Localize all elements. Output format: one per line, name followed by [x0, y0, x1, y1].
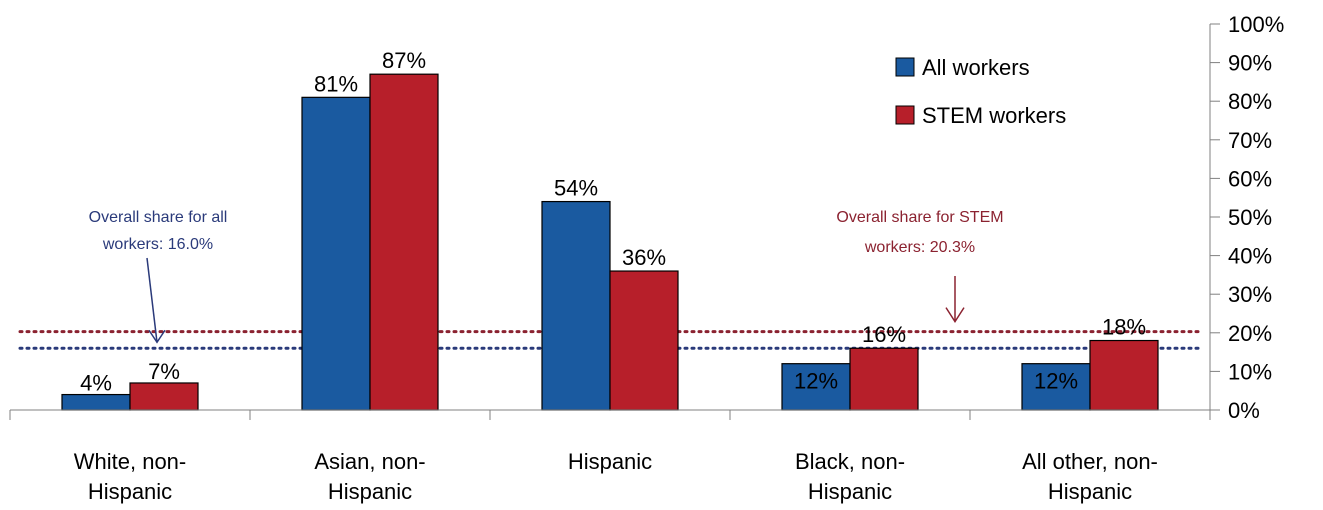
x-axis: White, non- Hispanic Asian, non- Hispanic Hi… — [9, 409, 1211, 504]
bar — [129, 382, 199, 411]
data-label: 4% — [80, 371, 112, 396]
data-label: 81% — [314, 71, 358, 96]
data-label: 54% — [554, 176, 598, 201]
category-label: White, non- — [74, 449, 187, 474]
y-tick-label: 90% — [1228, 51, 1272, 76]
category-label: Hispanic — [88, 479, 172, 504]
category-label: Hispanic — [1048, 479, 1132, 504]
legend-swatch — [895, 57, 915, 77]
bar — [369, 73, 439, 411]
y-tick-label: 10% — [1228, 359, 1272, 384]
y-tick-label: 70% — [1228, 128, 1272, 153]
annotation-arrow — [146, 257, 158, 343]
annotation-arrowhead — [945, 307, 965, 324]
y-axis: 0% 10% 20% 30% 40% 50% 60% 70% 80% 90% 100% — [1209, 12, 1284, 423]
category-label: Hispanic — [568, 449, 652, 474]
bar — [301, 96, 371, 411]
data-label: 7% — [148, 359, 180, 384]
category-label: Hispanic — [328, 479, 412, 504]
y-tick-label: 30% — [1228, 282, 1272, 307]
y-tick-label: 0% — [1228, 398, 1260, 423]
data-label: 18% — [1102, 315, 1146, 340]
y-tick-label: 50% — [1228, 205, 1272, 230]
category-label: Black, non- — [795, 449, 905, 474]
bar — [1021, 363, 1091, 411]
data-label: 12% — [794, 369, 838, 394]
category-label: Hispanic — [808, 479, 892, 504]
data-label: 12% — [1034, 369, 1078, 394]
y-tick-label: 20% — [1228, 321, 1272, 346]
category-label: All other, non- — [1022, 449, 1158, 474]
bar — [609, 270, 679, 411]
bar — [541, 200, 611, 411]
bar — [849, 347, 919, 411]
legend-label: STEM workers — [922, 103, 1066, 128]
annotation-text: workers: 20.3% — [864, 239, 975, 256]
annotation-text: Overall share for STEM — [836, 209, 1003, 226]
data-label: 36% — [622, 245, 666, 270]
annotations: Overall share for all workers: 16.0% Overa… — [89, 209, 1004, 344]
data-label: 87% — [382, 48, 426, 73]
y-tick-label: 40% — [1228, 244, 1272, 269]
data-label: 16% — [862, 322, 906, 347]
legend-swatch — [895, 105, 915, 125]
legend: All workers STEM workers — [895, 55, 1066, 128]
y-tick-label: 100% — [1228, 12, 1284, 37]
y-tick-label: 60% — [1228, 166, 1272, 191]
annotation-arrowhead — [148, 329, 166, 344]
bar — [61, 393, 131, 411]
y-tick-label: 80% — [1228, 89, 1272, 114]
category-label: Asian, non- — [314, 449, 425, 474]
annotation-text: Overall share for all — [89, 209, 228, 226]
bar — [1089, 339, 1159, 411]
annotation-text: workers: 16.0% — [102, 236, 213, 253]
legend-label: All workers — [922, 55, 1030, 80]
